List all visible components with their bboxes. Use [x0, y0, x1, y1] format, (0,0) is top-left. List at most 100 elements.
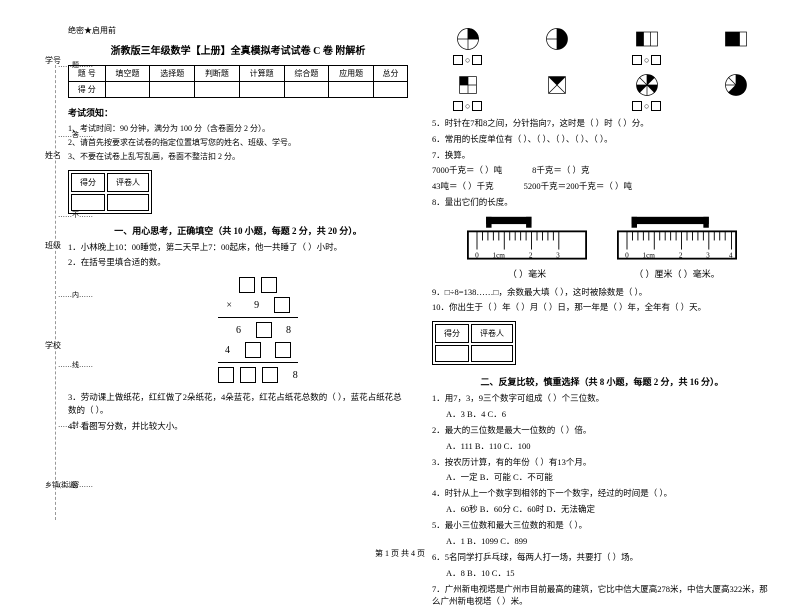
digit: 8	[286, 325, 291, 336]
question: 7．换算。	[432, 149, 772, 162]
ruler-answer[interactable]: （ ）毫米	[508, 267, 546, 280]
fold-mark: ……题……	[58, 60, 93, 70]
td[interactable]	[284, 82, 329, 98]
svg-text:2: 2	[679, 251, 683, 259]
part2-title: 二、反复比较，慎重选择（共 8 小题，每题 2 分，共 16 分）。	[432, 375, 772, 388]
ruler: 01cm234 （ ）厘米（ ）毫米。	[612, 215, 742, 280]
question: 8．量出它们的长度。	[432, 196, 772, 209]
options: A．3 B．4 C．6	[446, 408, 772, 420]
math-square[interactable]	[262, 367, 278, 383]
options: A．8 B．10 C．15	[446, 567, 772, 579]
pbox[interactable]	[453, 101, 463, 111]
math-square[interactable]	[245, 342, 261, 358]
th: 填空题	[105, 66, 150, 82]
pbox[interactable]	[651, 101, 661, 111]
th: 综合题	[284, 66, 329, 82]
td[interactable]	[150, 82, 195, 98]
svg-text:3: 3	[556, 251, 560, 259]
question: 6．常用的长度单位有（ ）、（ ）、（ ）、（ ）、（ ）。	[432, 133, 772, 146]
score-table: 题 号 填空题 选择题 判断题 计算题 综合题 应用题 总分 得 分	[68, 65, 408, 98]
math-square[interactable]	[239, 277, 255, 293]
svg-text:0: 0	[625, 251, 629, 259]
th: 选择题	[150, 66, 195, 82]
exam-title: 浙教版三年级数学【上册】全真模拟考试试卷 C 卷 附解析	[68, 42, 408, 57]
ruler-answer[interactable]: （ ）厘米	[634, 269, 672, 279]
question: 10．你出生于（ ）年（ ）月（ ）日，那一年是（ ）年，全年有（ ）天。	[432, 301, 772, 314]
side-label: 姓名	[45, 150, 61, 161]
question: 2．在括号里填合适的数。	[68, 256, 408, 269]
sc-cell[interactable]	[471, 345, 513, 362]
pbox[interactable]	[453, 55, 463, 65]
question: 1．小林晚上10：00睡觉，第二天早上7：00起床，他一共睡了（ ）小时。	[68, 241, 408, 254]
classification: 绝密★启用前	[68, 25, 408, 36]
math-square[interactable]	[218, 367, 234, 383]
table-row: 得 分	[69, 82, 408, 98]
mult-sign: ×	[226, 300, 232, 311]
rule: 3、不要在试卷上乱写乱画，卷面不整洁扣 2 分。	[68, 151, 408, 162]
ruler-answer[interactable]: （ ）毫米。	[673, 269, 720, 279]
question: 5．时针在7和8之间，分针指向7，这时是（ ）时（ ）分。	[432, 117, 772, 130]
compare: ○	[644, 101, 649, 111]
question: 4．时针从上一个数字到相邻的下一个数字，经过的时间是（ ）。	[432, 487, 772, 500]
math-square[interactable]	[274, 297, 290, 313]
th: 计算题	[239, 66, 284, 82]
td[interactable]	[195, 82, 240, 98]
right-column: ○ ○ ○ ○	[420, 25, 780, 550]
digit: 4	[225, 345, 230, 356]
math-square[interactable]	[256, 322, 272, 338]
question: 7．广州新电视塔是广州市目前最高的建筑，它比中信大厦高278米，中信大厦高322…	[432, 583, 772, 608]
td[interactable]	[374, 82, 408, 98]
math-square[interactable]	[275, 342, 291, 358]
svg-text:1cm: 1cm	[492, 251, 505, 259]
frac-icon	[522, 25, 594, 65]
options: A．一定 B．可能 C．不可能	[446, 471, 772, 483]
convert: 43吨＝（ ）千克	[432, 180, 494, 193]
digit: 6	[236, 325, 241, 336]
pbox[interactable]	[632, 55, 642, 65]
fold-mark: ……密……	[58, 480, 93, 490]
left-column: 绝密★启用前 浙教版三年级数学【上册】全真模拟考试试卷 C 卷 附解析 题 号 …	[60, 25, 420, 550]
fold-mark: ……答……	[58, 130, 93, 140]
fold-mark: ……不……	[58, 210, 93, 220]
math-square[interactable]	[261, 277, 277, 293]
pbox[interactable]	[651, 55, 661, 65]
ruler: 01cm23 （ ）毫米	[462, 215, 592, 280]
sc-cell[interactable]	[435, 345, 469, 362]
part1-title: 一、用心思考，正确填空（共 10 小题，每题 2 分，共 20 分）。	[68, 224, 408, 237]
fold-mark: ……线……	[58, 360, 93, 370]
compare: ○	[644, 55, 649, 65]
options: A．60秒 B．60分 C．60时 D．无法确定	[446, 503, 772, 515]
question: 3．劳动课上做纸花，红红做了2朵纸花，4朵蓝花，红花占纸花总数的（ ），蓝花占纸…	[68, 391, 408, 417]
dotted-line	[55, 60, 56, 520]
sc-label: 评卷人	[107, 173, 149, 192]
question: 9．□÷8=138……□，余数最大填（ ），这时被除数是（ ）。	[432, 286, 772, 299]
svg-text:1cm: 1cm	[642, 251, 655, 259]
td: 得 分	[69, 82, 106, 98]
sc-cell[interactable]	[107, 194, 149, 211]
td[interactable]	[105, 82, 150, 98]
notice-title: 考试须知：	[68, 106, 408, 119]
rule: 2、请首先按要求在试卷的指定位置填写您的姓名、班级、学号。	[68, 137, 408, 148]
frac-icon	[701, 25, 773, 65]
sc-cell[interactable]	[71, 194, 105, 211]
math-square[interactable]	[240, 367, 256, 383]
convert: 8千克＝（ ）克	[532, 164, 589, 177]
fraction-icons: ○ ○ ○ ○	[432, 25, 772, 111]
fold-mark: ……内……	[58, 290, 93, 300]
sc-label: 得分	[71, 173, 105, 192]
hline	[218, 317, 298, 318]
question: 1．用7，3，9三个数字可组成（ ）个三位数。	[432, 392, 772, 405]
question: 5．最小三位数和最大三位数的和是（ ）。	[432, 519, 772, 532]
sc-label: 评卷人	[471, 324, 513, 343]
ruler-row: 01cm23 （ ）毫米 01c	[432, 215, 772, 280]
math-multiply: × 9 6 8 4 8	[108, 275, 408, 385]
pbox[interactable]	[472, 55, 482, 65]
score-box: 得分评卷人	[432, 321, 516, 365]
sc-label: 得分	[435, 324, 469, 343]
td[interactable]	[329, 82, 374, 98]
frac-icon	[701, 71, 773, 111]
pbox[interactable]	[632, 101, 642, 111]
fold-mark: ……封……	[58, 420, 93, 430]
td[interactable]	[239, 82, 284, 98]
pbox[interactable]	[472, 101, 482, 111]
